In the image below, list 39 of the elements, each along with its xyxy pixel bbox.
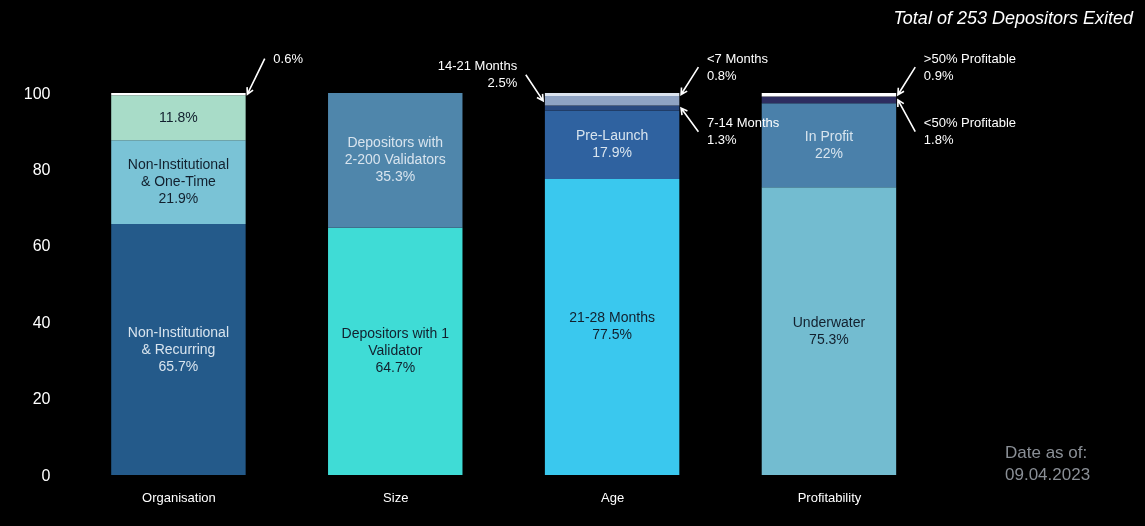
x-tick-label: Size [383,489,409,505]
data-label: 1.8% [923,132,954,148]
series-label: Depositors with 1 Validator [341,325,450,359]
data-label: 65.7% [158,357,199,374]
data-label: 0.9% [923,67,954,83]
data-label: 77.5% [592,326,632,343]
data-label: 35.3% [375,168,416,185]
series-label: 21-28 Months [569,309,655,326]
series-label: Depositors with 2-200 Validators [344,134,446,168]
y-tick-label: 0 [41,466,51,484]
text: Total of 253 Depositors Exited [893,8,1133,29]
data-label: 75.3% [809,330,849,347]
data-label: 64.7% [375,359,416,376]
series-label: Non-Institutional & Recurring [127,323,230,357]
text: >50% Profitable [923,50,1017,66]
text: 14-21 Months [437,58,518,74]
y-tick-label: 80 [32,160,51,178]
series-label: Non-Institutional & One-Time [127,156,230,190]
x-tick-label: Organisation [142,489,216,505]
series-label: Underwater [792,313,866,330]
data-label: 0.6% [273,50,304,66]
data-label: 21.9% [158,190,199,207]
data-label: 22% [814,144,843,161]
data-label: 2.5% [487,75,518,91]
data-label: 1.3% [707,132,738,148]
y-tick-label: 100 [23,84,51,102]
text: <7 Months [707,50,769,66]
series-label: Pre-Launch [575,127,649,144]
data-label: 17.9% [592,144,632,161]
y-tick-label: 20 [32,390,51,408]
series-label: In Profit [804,127,854,144]
data-label: 11.8% [159,108,198,125]
text: Date as of: 09.04.2023 [1005,442,1092,486]
data-label: 0.8% [707,67,738,83]
y-tick-label: 60 [32,237,51,255]
x-tick-label: Age [601,489,625,505]
text: <50% Profitable [923,115,1017,131]
x-tick-label: Profitability [797,489,862,505]
y-tick-label: 40 [32,313,51,331]
